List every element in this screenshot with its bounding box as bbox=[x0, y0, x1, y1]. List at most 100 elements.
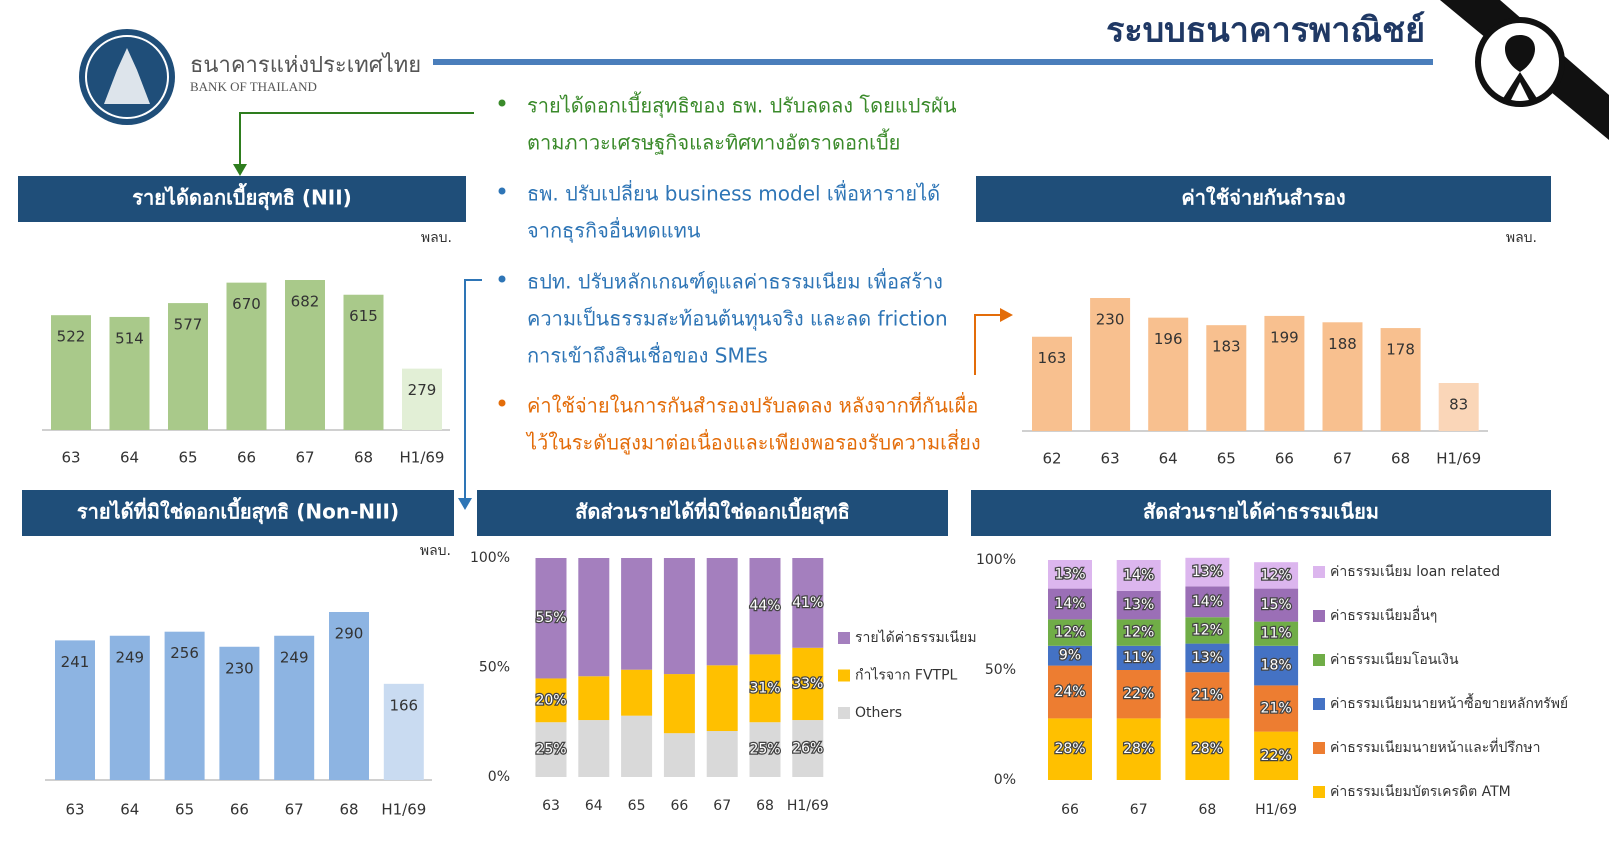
value-label: 20% bbox=[535, 692, 566, 708]
x-tick-label: H1/69 bbox=[1255, 802, 1297, 818]
bar bbox=[1380, 328, 1421, 431]
bar-segment bbox=[749, 722, 781, 777]
logo-figure bbox=[104, 48, 150, 104]
value-label: 13% bbox=[1192, 564, 1223, 580]
bar bbox=[164, 631, 205, 780]
bar bbox=[1264, 315, 1305, 431]
x-tick-label: 66 bbox=[237, 449, 256, 467]
bar-segment bbox=[1185, 557, 1230, 587]
legend-label: กำไรจาก FVTPL bbox=[855, 667, 958, 684]
value-label: 199 bbox=[1270, 328, 1299, 346]
bullet-text: ไว้ในระดับสูงมาต่อเนื่องและเพียงพอรองรับ… bbox=[525, 429, 981, 456]
bar-segment bbox=[1048, 665, 1092, 719]
page-title: ระบบธนาคารพาณิชย์ bbox=[1106, 11, 1425, 51]
bar bbox=[274, 635, 315, 780]
legend-swatch bbox=[838, 669, 850, 682]
legend-swatch bbox=[1313, 566, 1325, 578]
logo-thai: ธนาคารแห่งประเทศไทย bbox=[190, 52, 421, 78]
bar-segment bbox=[1185, 586, 1230, 618]
y-tick-label: 0% bbox=[994, 772, 1016, 788]
value-label: 188 bbox=[1328, 335, 1357, 353]
bar-segment bbox=[578, 676, 610, 721]
bar-segment bbox=[1185, 672, 1230, 719]
bar-segment bbox=[535, 722, 567, 777]
legend-swatch bbox=[1313, 610, 1325, 622]
value-label: 83 bbox=[1449, 396, 1468, 414]
value-label: 290 bbox=[335, 625, 364, 643]
value-label: 14% bbox=[1123, 567, 1154, 583]
ribbon-icon bbox=[1502, 35, 1538, 102]
legend-label: ค่าธรรมเนียม loan related bbox=[1330, 564, 1500, 580]
x-tick-label: 67 bbox=[1333, 450, 1352, 468]
legend-swatch bbox=[1313, 742, 1325, 754]
bar-segment bbox=[1254, 562, 1299, 589]
legend-swatch bbox=[1313, 698, 1325, 710]
value-label: 12% bbox=[1123, 625, 1154, 641]
bullet-text: รายได้ดอกเบี้ยสุทธิของ ธพ. ปรับลดลง โดยแ… bbox=[527, 92, 957, 119]
bar bbox=[285, 280, 325, 430]
bar-segment bbox=[1048, 718, 1092, 780]
bar-segment bbox=[1048, 560, 1092, 589]
x-tick-label: 65 bbox=[628, 798, 646, 814]
bar-segment bbox=[1254, 588, 1299, 622]
legend-label: รายได้ค่าธรรมเนียม bbox=[855, 629, 977, 646]
chart-header bbox=[976, 176, 1551, 222]
value-label: 12% bbox=[1261, 567, 1292, 583]
bullet-dot bbox=[498, 275, 506, 283]
bar bbox=[226, 282, 267, 430]
value-label: 28% bbox=[1123, 741, 1154, 757]
bar-segment bbox=[1185, 643, 1230, 673]
bar-segment bbox=[1116, 590, 1161, 620]
bar-segment bbox=[535, 678, 567, 723]
value-label: 14% bbox=[1054, 596, 1085, 612]
bar bbox=[55, 640, 95, 780]
bullet-text: การเข้าถึงสินเชื่อของ SMEs bbox=[527, 342, 768, 368]
legend-swatch bbox=[1313, 786, 1325, 798]
value-label: 13% bbox=[1054, 566, 1085, 582]
bar-segment bbox=[1185, 718, 1230, 780]
x-tick-label: 68 bbox=[339, 801, 358, 819]
legend-label: ค่าธรรมเนียมบัตรเครดิต ATM bbox=[1330, 784, 1511, 800]
x-tick-label: 66 bbox=[670, 798, 688, 814]
x-tick-label: 63 bbox=[542, 798, 560, 814]
value-label: 31% bbox=[749, 680, 780, 696]
bar-segment bbox=[1116, 645, 1161, 670]
value-label: 230 bbox=[1096, 311, 1125, 329]
logo-english: BANK OF THAILAND bbox=[190, 79, 317, 94]
bar-segment bbox=[1116, 670, 1161, 719]
bullet-text: ค่าใช้จ่ายในการกันสำรองปรับลดลง หลังจากท… bbox=[527, 392, 978, 418]
bar-segment bbox=[1254, 731, 1299, 780]
bar-segment bbox=[792, 558, 824, 648]
bar bbox=[109, 316, 150, 430]
bar bbox=[1438, 383, 1479, 431]
bar bbox=[402, 368, 442, 430]
bar bbox=[109, 635, 150, 780]
value-label: 28% bbox=[1054, 741, 1085, 757]
arrow-head bbox=[233, 164, 247, 176]
connector bbox=[464, 279, 482, 500]
bar-segment bbox=[749, 558, 781, 655]
bullet-text: จากธุรกิจอื่นทดแทน bbox=[527, 217, 701, 244]
chart-header bbox=[22, 490, 454, 536]
bullet-text: ตามภาวะเศรษฐกิจและทิศทางอัตราดอกเบี้ย bbox=[527, 129, 900, 155]
value-label: 9% bbox=[1059, 648, 1081, 664]
bar-segment bbox=[621, 715, 653, 777]
bullet-text: ธปท. ปรับหลักเกณฑ์ดูแลค่าธรรมเนียม เพื่อ… bbox=[527, 268, 943, 295]
y-tick-label: 100% bbox=[976, 552, 1016, 568]
value-label: 682 bbox=[291, 293, 320, 311]
value-label: 13% bbox=[1192, 650, 1223, 666]
bullet-text: ความเป็นธรรมสะท้อนต้นทุนจริง และลด frict… bbox=[527, 306, 948, 332]
chart-header bbox=[477, 490, 948, 536]
value-label: 11% bbox=[1123, 650, 1154, 666]
bar-segment bbox=[792, 720, 824, 777]
value-label: 577 bbox=[174, 316, 203, 334]
arrow-head bbox=[1000, 308, 1013, 322]
bar-segment bbox=[1116, 560, 1161, 591]
legend-swatch bbox=[838, 632, 850, 644]
bar-segment bbox=[621, 669, 653, 716]
value-label: 166 bbox=[389, 696, 418, 714]
x-tick-label: H1/69 bbox=[787, 798, 829, 814]
legend-label: ค่าธรรมเนียมนายหน้าและที่ปรึกษา bbox=[1330, 738, 1540, 756]
x-tick-label: 65 bbox=[1217, 450, 1236, 468]
